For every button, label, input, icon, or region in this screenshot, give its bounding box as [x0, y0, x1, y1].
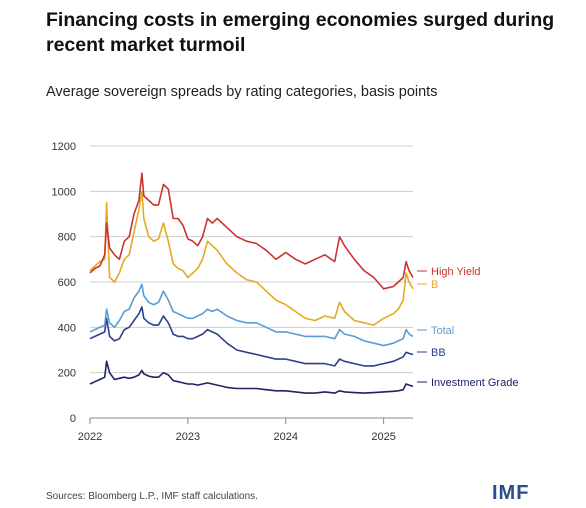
legend-label-bb: BB [431, 347, 446, 359]
y-tick-label: 1000 [52, 186, 76, 198]
y-tick-label: 600 [58, 277, 76, 289]
legend-label-total: Total [431, 325, 454, 337]
series-line-investment-grade [89, 360, 414, 394]
series-line-b [89, 190, 414, 326]
y-tick-label: 400 [58, 322, 76, 334]
y-tick-label: 0 [70, 413, 76, 425]
series-line-bb [89, 306, 414, 367]
x-tick-label: 2022 [78, 431, 102, 443]
y-tick-label: 200 [58, 368, 76, 380]
y-tick-label: 800 [58, 232, 76, 244]
legend-label-investment-grade: Investment Grade [431, 377, 518, 389]
x-tick-label: 2025 [371, 431, 395, 443]
x-tick-label: 2024 [274, 431, 298, 443]
series-line-total [89, 283, 414, 347]
x-tick-label: 2023 [176, 431, 200, 443]
legend-label-high-yield: High Yield [431, 266, 481, 278]
source-note: Sources: Bloomberg L.P., IMF staff calcu… [46, 491, 258, 502]
chart-title: Financing costs in emerging economies su… [46, 9, 555, 56]
y-tick-label: 1200 [52, 141, 76, 153]
series-line-high-yield [89, 172, 414, 290]
chart-subtitle: Average sovereign spreads by rating cate… [46, 84, 438, 100]
imf-logo: IMF [492, 482, 530, 504]
legend-label-b: B [431, 279, 438, 291]
